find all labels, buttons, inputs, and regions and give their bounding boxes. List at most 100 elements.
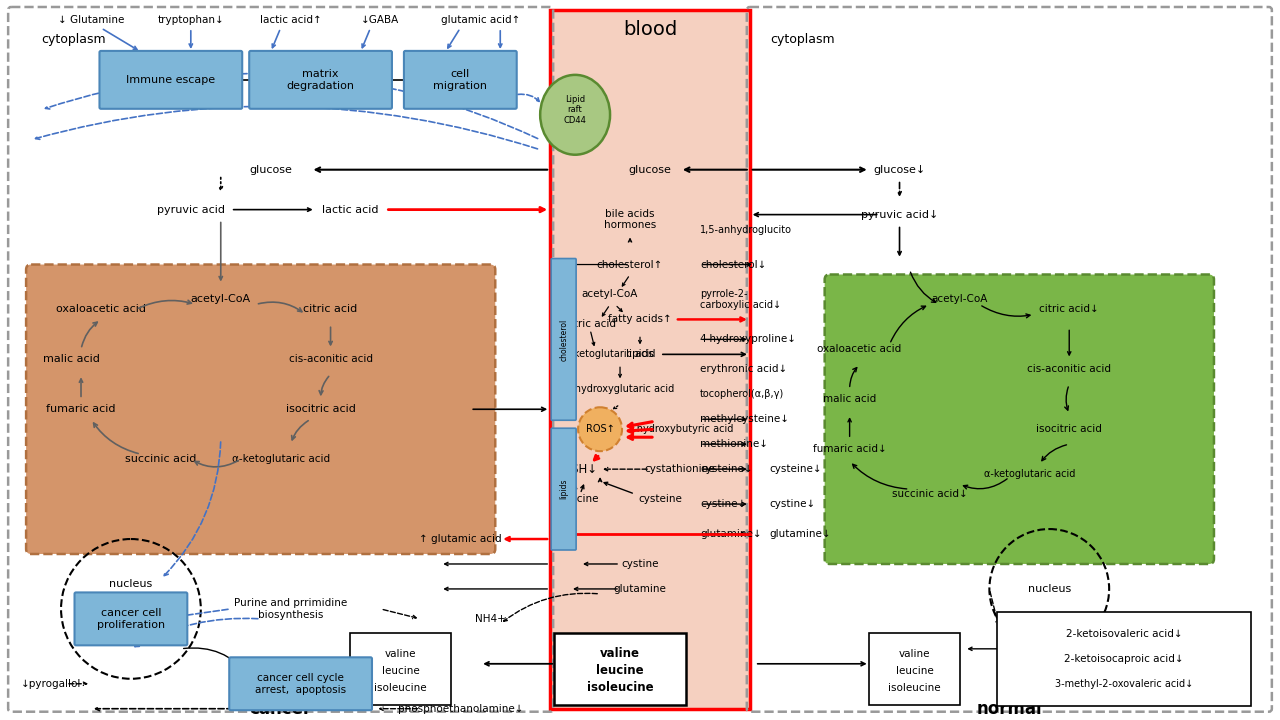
Text: glucose: glucose — [250, 165, 292, 175]
Text: cytoplasm: cytoplasm — [769, 33, 835, 46]
FancyBboxPatch shape — [869, 633, 960, 705]
Text: isoleucine: isoleucine — [586, 681, 653, 694]
Text: cis-aconitic acid: cis-aconitic acid — [288, 354, 372, 364]
Text: lipids: lipids — [626, 349, 654, 359]
Text: succinic acid↓: succinic acid↓ — [892, 489, 968, 499]
Text: 2-hydroxybutyric acid: 2-hydroxybutyric acid — [627, 424, 733, 434]
Text: 1,5-anhydroglucito: 1,5-anhydroglucito — [700, 225, 792, 235]
FancyBboxPatch shape — [550, 10, 750, 708]
Text: 2-hydroxyglutaric acid: 2-hydroxyglutaric acid — [566, 384, 675, 395]
Text: acetyl-CoA: acetyl-CoA — [582, 289, 639, 300]
Text: matrix
degradation: matrix degradation — [287, 69, 355, 91]
Text: glutamic acid↑: glutamic acid↑ — [440, 15, 520, 25]
Text: fumaric acid↓: fumaric acid↓ — [813, 444, 887, 454]
FancyBboxPatch shape — [552, 428, 576, 550]
Text: cancer cell cycle
arrest,  apoptosis: cancer cell cycle arrest, apoptosis — [255, 673, 346, 695]
Text: citric acid: citric acid — [303, 305, 357, 315]
Text: glycine: glycine — [562, 494, 599, 504]
Text: valine: valine — [385, 649, 416, 659]
Text: glutamine↓: glutamine↓ — [700, 529, 762, 539]
Text: phosphoethanolamine↓: phosphoethanolamine↓ — [398, 703, 524, 714]
Text: cholesterol↑: cholesterol↑ — [596, 259, 663, 269]
Ellipse shape — [540, 75, 611, 155]
Circle shape — [579, 408, 622, 451]
Text: cysteine↓: cysteine↓ — [700, 464, 753, 474]
Text: malic acid: malic acid — [823, 395, 877, 404]
FancyBboxPatch shape — [229, 657, 372, 710]
Text: oxaloacetic acid: oxaloacetic acid — [818, 344, 901, 354]
Text: NH4+: NH4+ — [475, 614, 506, 624]
FancyBboxPatch shape — [349, 633, 452, 705]
Text: pyruvic acid↓: pyruvic acid↓ — [861, 210, 938, 220]
Text: 2-ketoisovaleric acid↓: 2-ketoisovaleric acid↓ — [1066, 629, 1183, 639]
Text: citric acid↓: citric acid↓ — [1039, 305, 1100, 315]
Text: glutamine↓: glutamine↓ — [769, 529, 832, 539]
FancyBboxPatch shape — [26, 264, 495, 554]
Text: tryptophan↓: tryptophan↓ — [157, 15, 224, 25]
Text: malic acid: malic acid — [42, 354, 100, 364]
FancyBboxPatch shape — [250, 51, 392, 109]
Text: 2-ketoisocaproic acid↓: 2-ketoisocaproic acid↓ — [1064, 654, 1184, 664]
Text: pyruvic acid: pyruvic acid — [157, 204, 225, 215]
Text: ↓ Glutamine: ↓ Glutamine — [58, 15, 124, 25]
FancyBboxPatch shape — [997, 612, 1251, 706]
FancyBboxPatch shape — [554, 633, 686, 705]
FancyBboxPatch shape — [74, 593, 187, 645]
Text: Purine and prrimidine
biosynthesis: Purine and prrimidine biosynthesis — [234, 598, 347, 620]
FancyBboxPatch shape — [824, 274, 1213, 564]
Text: ↓GABA: ↓GABA — [361, 15, 399, 25]
FancyBboxPatch shape — [404, 51, 517, 109]
Text: GSH↓: GSH↓ — [562, 463, 598, 476]
FancyBboxPatch shape — [100, 51, 242, 109]
Text: isocitric acid: isocitric acid — [1037, 424, 1102, 434]
Text: fatty acids↑: fatty acids↑ — [608, 315, 672, 325]
Text: cell
migration: cell migration — [434, 69, 488, 91]
Text: lipids: lipids — [559, 479, 568, 500]
Text: leucine: leucine — [381, 666, 420, 676]
Text: cystine↓: cystine↓ — [769, 499, 817, 509]
Text: erythronic acid↓: erythronic acid↓ — [700, 364, 787, 374]
Text: cis-aconitic acid: cis-aconitic acid — [1028, 364, 1111, 374]
Text: α-ketoglutaric acid: α-ketoglutaric acid — [983, 469, 1075, 479]
Text: acetyl-CoA: acetyl-CoA — [932, 294, 988, 305]
Text: ↓pyrogallol: ↓pyrogallol — [20, 679, 81, 689]
Text: cystine↓: cystine↓ — [700, 499, 746, 509]
FancyBboxPatch shape — [552, 258, 576, 420]
Text: acetyl-CoA: acetyl-CoA — [191, 294, 251, 305]
Text: 4-hydroxyproline↓: 4-hydroxyproline↓ — [700, 334, 797, 344]
Text: α-ketoglutaric acid: α-ketoglutaric acid — [564, 349, 655, 359]
Text: isoleucine: isoleucine — [888, 683, 941, 693]
Text: leucine: leucine — [896, 666, 933, 676]
Text: nucleus: nucleus — [109, 579, 152, 589]
Text: glucose↓: glucose↓ — [873, 165, 925, 175]
Text: bile acids
hormones: bile acids hormones — [604, 209, 657, 230]
Text: citric acid: citric acid — [564, 320, 616, 330]
Text: valine: valine — [600, 647, 640, 660]
Text: blood: blood — [623, 20, 677, 40]
Text: lactic acid: lactic acid — [323, 204, 379, 215]
Text: cysteine↓: cysteine↓ — [769, 464, 822, 474]
Text: isocitric acid: isocitric acid — [285, 404, 356, 414]
Text: normal: normal — [977, 700, 1042, 718]
Text: ROS↑: ROS↑ — [586, 424, 614, 434]
Text: fumaric acid: fumaric acid — [46, 404, 115, 414]
Text: cancer cell
proliferation: cancer cell proliferation — [97, 608, 165, 630]
Text: ↑ glutamic acid: ↑ glutamic acid — [419, 534, 502, 544]
Text: cholesterol↓: cholesterol↓ — [700, 259, 767, 269]
Text: α-ketoglutaric acid: α-ketoglutaric acid — [232, 454, 330, 464]
Text: cystine: cystine — [621, 559, 659, 569]
Text: leucine: leucine — [596, 665, 644, 678]
Text: glucose: glucose — [628, 165, 672, 175]
Text: cholesterol: cholesterol — [559, 318, 568, 361]
Text: methylcysteine↓: methylcysteine↓ — [700, 414, 788, 424]
Text: cytoplasm: cytoplasm — [41, 33, 106, 46]
Text: methionine↓: methionine↓ — [700, 439, 768, 449]
Text: tocopherol(α,β,γ): tocopherol(α,β,γ) — [700, 390, 785, 400]
Text: lactic acid↑: lactic acid↑ — [260, 15, 321, 25]
Text: oxaloacetic acid: oxaloacetic acid — [56, 305, 146, 315]
Text: Lipid
raft
CD44: Lipid raft CD44 — [563, 95, 586, 125]
Text: cystathionine: cystathionine — [645, 464, 716, 474]
Text: succinic acid: succinic acid — [125, 454, 197, 464]
Text: Immune escape: Immune escape — [127, 75, 215, 85]
Text: pyrrole-2-
carboxylic acid↓: pyrrole-2- carboxylic acid↓ — [700, 289, 781, 310]
